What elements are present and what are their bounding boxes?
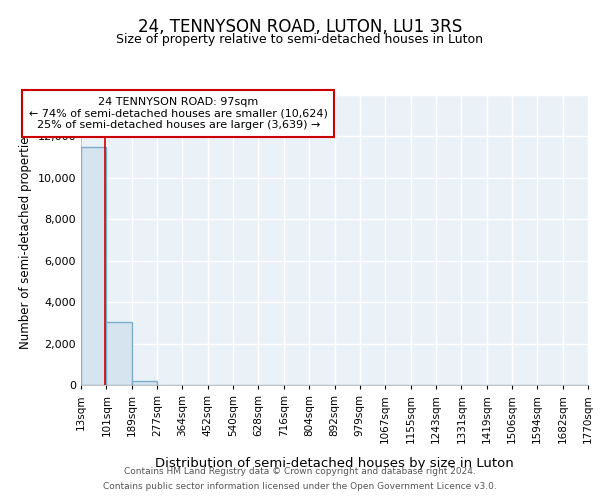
Bar [132,381,157,385]
Bar [81,147,106,385]
Text: Contains HM Land Registry data © Crown copyright and database right 2024.: Contains HM Land Registry data © Crown c… [124,467,476,476]
Bar [106,322,132,385]
X-axis label: Distribution of semi-detached houses by size in Luton: Distribution of semi-detached houses by … [155,456,514,469]
Y-axis label: Number of semi-detached properties: Number of semi-detached properties [19,130,32,350]
Text: Contains public sector information licensed under the Open Government Licence v3: Contains public sector information licen… [103,482,497,491]
Text: 24 TENNYSON ROAD: 97sqm
← 74% of semi-detached houses are smaller (10,624)
25% o: 24 TENNYSON ROAD: 97sqm ← 74% of semi-de… [29,97,328,130]
Text: Size of property relative to semi-detached houses in Luton: Size of property relative to semi-detach… [116,32,484,46]
Text: 24, TENNYSON ROAD, LUTON, LU1 3RS: 24, TENNYSON ROAD, LUTON, LU1 3RS [138,18,462,36]
